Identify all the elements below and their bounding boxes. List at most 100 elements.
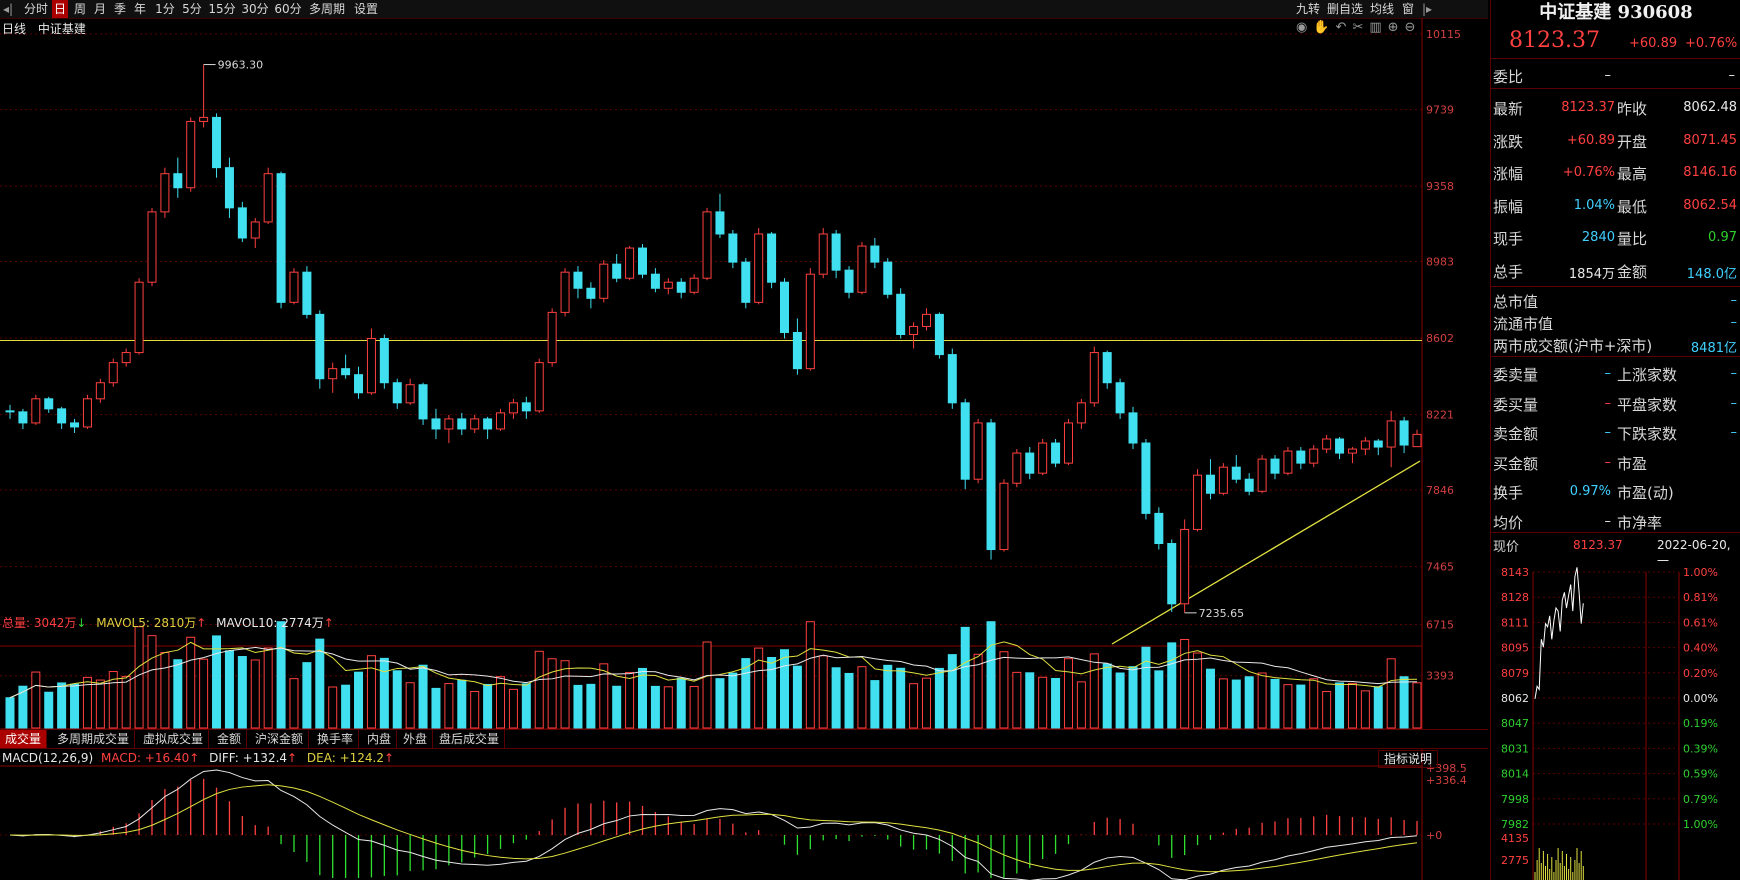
volume-bar	[625, 671, 635, 729]
volume-bar	[1296, 684, 1306, 729]
volume-bar	[534, 650, 544, 729]
quote-key: 现手	[1493, 230, 1524, 248]
tab-amount[interactable]: 金额	[212, 730, 248, 748]
quote-value: 0.97	[1708, 230, 1737, 245]
tab-30min[interactable]: 30分	[241, 2, 269, 16]
volume-bar	[134, 626, 144, 729]
intraday-price: 8123.37	[1573, 538, 1623, 552]
jiuzhuan-button[interactable]: 九转	[1296, 2, 1321, 16]
tab-turnover[interactable]: 换手率	[312, 730, 360, 748]
tab-fenshi[interactable]: 分时	[23, 2, 48, 16]
window-button[interactable]: 窗	[1402, 2, 1415, 16]
candle-body	[57, 408, 67, 424]
tab-volume[interactable]: 成交量	[0, 730, 48, 748]
zoom-out-icon[interactable]: ⊖	[1404, 20, 1422, 35]
candle-body	[1205, 474, 1215, 494]
volume-bar	[1335, 682, 1345, 729]
tab-day[interactable]: 日	[52, 0, 68, 18]
trade-value: –	[1730, 395, 1738, 411]
candle-body	[1257, 458, 1267, 492]
quote-key: 金额	[1617, 262, 1648, 281]
candle-body	[947, 354, 957, 404]
tab-multi-period[interactable]: 多周期	[308, 2, 345, 16]
volume-bar	[263, 647, 273, 729]
volume-bar	[741, 658, 751, 729]
trade-value: –	[1604, 513, 1612, 529]
volume-axis-label: 6715	[1426, 619, 1454, 632]
candle-body	[160, 173, 170, 213]
volume-bar	[237, 656, 247, 729]
indicator-help-button[interactable]: 指标说明	[1378, 750, 1439, 768]
tab-week[interactable]: 周	[73, 2, 86, 16]
candle-body	[1025, 452, 1035, 474]
tab-after-hours[interactable]: 盘后成交量	[434, 730, 506, 748]
volume-bar	[638, 667, 648, 729]
candle-body	[844, 269, 854, 293]
weibi-row: 委比 – –	[1493, 68, 1735, 86]
candle-body	[573, 271, 583, 289]
candle-body	[379, 338, 389, 384]
volume-bar	[715, 678, 725, 729]
candle-body	[586, 287, 596, 299]
volume-bar	[508, 688, 518, 729]
price-axis-label: 8983	[1426, 256, 1454, 269]
candle-body	[1167, 543, 1177, 605]
tab-multi-volume[interactable]: 多周期成交量	[52, 730, 136, 748]
volume-bar	[586, 683, 596, 729]
index-name-label: 中证基建	[37, 22, 86, 36]
candle-body	[741, 261, 751, 303]
intraday-left-label: 8143	[1501, 566, 1529, 579]
trash-icon[interactable]: ▥	[1369, 20, 1388, 35]
ma-line-button[interactable]: 均线	[1370, 2, 1395, 16]
tab-5min[interactable]: 5分	[182, 2, 202, 16]
eye-icon[interactable]: ◉	[1296, 20, 1314, 35]
tab-month[interactable]: 月	[93, 2, 106, 16]
quote-key: 总手	[1493, 262, 1524, 281]
undo-icon[interactable]: ↶	[1335, 20, 1353, 35]
volume-bar	[870, 680, 880, 729]
macd-params-label: MACD(12,26,9)	[2, 751, 94, 765]
volume-axis-label: 3393	[1426, 670, 1454, 683]
market-value-row: 两市成交额(沪市+深市) 8481亿	[1491, 334, 1740, 356]
tab-shsz-amount[interactable]: 沪深金额	[250, 730, 310, 748]
tab-60min[interactable]: 60分	[274, 2, 302, 16]
tab-virtual-volume[interactable]: 虚拟成交量	[138, 730, 210, 748]
index-title: 中证基建 930608	[1539, 2, 1693, 23]
intraday-chart[interactable]: 8143 1.00% 8128 0.81% 8111 0.61% 8095 0.40% 8079…	[1491, 556, 1740, 880]
volume-bar	[276, 621, 286, 729]
scissors-icon[interactable]: ✂	[1352, 20, 1370, 35]
tab-15min[interactable]: 15分	[208, 2, 236, 16]
remove-watchlist-button[interactable]: 删自选	[1327, 2, 1364, 16]
zoom-in-icon[interactable]: ⊕	[1387, 20, 1405, 35]
tab-1min[interactable]: 1分	[155, 2, 175, 16]
volume-bar	[663, 686, 673, 729]
tab-inner[interactable]: 内盘	[362, 730, 398, 748]
volume-bar	[57, 682, 67, 729]
candle-body	[779, 281, 789, 333]
volume-bar	[1167, 642, 1177, 729]
volume-bar	[818, 655, 828, 729]
candlestick-chart[interactable]: 10115 9739 9358 8983 8602 8221 7846 7465 6715 339…	[0, 18, 1488, 880]
candle-body	[250, 221, 260, 239]
candle-body	[676, 281, 686, 293]
mv-key: 流通市值	[1493, 315, 1554, 333]
candle-body	[289, 271, 299, 303]
hand-icon[interactable]: ✋	[1313, 20, 1336, 35]
volume-bar	[896, 667, 906, 729]
tab-season[interactable]: 季	[113, 2, 126, 16]
price-change-pct: +0.76%	[1685, 36, 1738, 51]
tab-settings[interactable]: 设置	[353, 2, 378, 16]
price-axis-label: 10115	[1426, 28, 1461, 41]
tab-outer[interactable]: 外盘	[398, 730, 434, 748]
volume-bar	[960, 626, 970, 729]
trade-value: –	[1730, 366, 1738, 381]
intraday-right-label: 0.00%	[1683, 692, 1718, 705]
candle-body	[986, 422, 996, 551]
collapse-left-icon[interactable]: ◂|	[3, 2, 14, 16]
tab-year[interactable]: 年	[133, 2, 146, 16]
candle-body	[702, 211, 712, 279]
quote-row: 最新 8123.37 昨收 8062.48	[1491, 92, 1740, 123]
candle-body	[1089, 352, 1099, 404]
expand-right-icon[interactable]: |▸	[1422, 2, 1433, 16]
volume-bar	[844, 672, 854, 729]
